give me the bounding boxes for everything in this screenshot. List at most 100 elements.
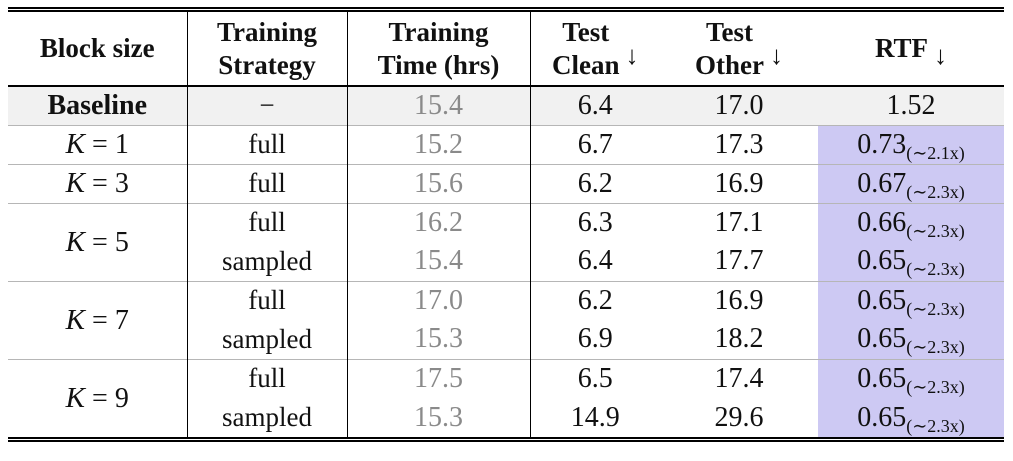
header-text: Training Strategy (217, 16, 317, 82)
table-row: sampled 15.3 6.9 18.2 0.65(∼2.3x) (8, 320, 1004, 359)
cell-test-clean: 6.3 (530, 202, 660, 242)
down-arrow-icon: ↓ (934, 40, 948, 70)
math-variable: K (65, 167, 86, 199)
column-header-training-time-hrs-: Training Time (hrs) (347, 12, 531, 87)
math-value: 5 (114, 226, 129, 258)
rtf-speedup-note: (∼2.1x) (906, 142, 965, 163)
math-operator: = (92, 226, 108, 258)
rtf-value: 0.65 (857, 245, 907, 277)
math-operator: = (92, 168, 108, 199)
column-header-rtf: RTF ↓ (818, 12, 1004, 87)
down-arrow-icon: ↓ (769, 40, 783, 70)
cell-test-clean: 6.9 (577, 323, 613, 355)
cell-block-size: K = 5 (8, 202, 188, 281)
cell-test-other: 16.9 (660, 280, 818, 320)
cell-training-strategy: sampled (187, 398, 348, 437)
header-line: Training (216, 16, 318, 47)
cell-test-other: 16.9 (660, 163, 818, 203)
header-text: RTF (875, 32, 928, 65)
header-line: Other (695, 49, 764, 80)
cell-test-clean: 14.9 (570, 401, 620, 433)
header-line: Training (388, 16, 489, 47)
cell-training-strategy: sampled (187, 320, 348, 359)
cell-training-time: 15.2 (347, 124, 531, 164)
cell-training-strategy: − (187, 86, 348, 125)
rtf-value: 0.65 (857, 284, 907, 316)
cell-training-time: 17.5 (347, 358, 531, 398)
cell-rtf: 0.66(∼2.3x) (818, 202, 1004, 242)
rtf-speedup-note: (∼2.3x) (906, 259, 965, 280)
cell-test-other: 17.0 (660, 86, 818, 125)
header-line: Time (hrs) (377, 49, 500, 80)
down-arrow-icon: ↓ (625, 40, 639, 70)
header-cell: Block size (8, 32, 187, 65)
cell-block-size: K = 3 (8, 163, 188, 203)
table-row: sampled 15.3 14.9 29.6 0.65(∼2.3x) (8, 398, 1004, 437)
math-operator: = (92, 382, 108, 414)
rtf-value: 0.65 (857, 401, 907, 433)
header-line: Clean (552, 49, 620, 80)
math-variable: K (65, 381, 86, 414)
header-line: RTF (874, 33, 929, 64)
rtf-speedup-note: (∼2.3x) (906, 337, 965, 358)
header-line: Strategy (218, 49, 316, 80)
header-line: Test (705, 16, 753, 47)
cell-test-other: 17.4 (660, 358, 818, 398)
cell-test-clean: 6.5 (530, 358, 660, 398)
cell-block-size: K = 1 (8, 124, 188, 164)
cell-test-other: 18.2 (714, 323, 764, 355)
rtf-value: 0.66 (857, 206, 907, 238)
cell-rtf: 1.52 (818, 86, 1004, 125)
math-value: 7 (114, 304, 129, 336)
rtf-speedup-note: (∼2.3x) (906, 181, 965, 202)
header-text: Test Clean (552, 16, 620, 82)
math-variable: K (65, 128, 86, 160)
cell-test-clean: 6.4 (530, 86, 660, 125)
column-header-block-size: Block size (8, 12, 188, 87)
cell-rtf: 0.65(∼2.3x) (818, 398, 1004, 437)
header-cell: Test Other ↓ (660, 16, 818, 82)
results-table: Block size Training Strategy Training Time (… (8, 7, 1004, 442)
cell-test-clean: 6.4 (577, 245, 613, 277)
table-body: Baseline −15.4 6.4 17.0 1.52 K = 1 full 15.2 6.7 17… (8, 86, 1004, 437)
rtf-value: 0.65 (857, 323, 907, 355)
rtf-speedup-note: (∼2.3x) (906, 298, 965, 319)
table-row: K = 5 full 16.2 6.3 17.1 0.66(∼2.3x) (8, 202, 1004, 281)
column-header-test-other: Test Other ↓ (660, 12, 818, 87)
cell-training-time: 15.6 (347, 163, 531, 203)
cell-training-time: 15.4 (347, 86, 531, 125)
cell-test-other: 17.7 (714, 245, 764, 277)
cell-training-time: 15.3 (347, 398, 531, 437)
math-operator: = (92, 304, 108, 336)
cell-test-clean: 6.7 (530, 124, 660, 164)
table-row: sampled 15.4 6.4 17.7 0.65(∼2.3x) (8, 242, 1004, 281)
rtf-speedup-note: (∼2.3x) (906, 376, 965, 397)
table-row: Baseline −15.4 6.4 17.0 1.52 (8, 86, 1004, 125)
rtf-speedup-note: (∼2.3x) (906, 415, 965, 436)
cell-training-strategy: full (187, 163, 348, 203)
cell-rtf: 0.65(∼2.3x) (818, 280, 1004, 320)
header-cell: Test Clean ↓ (531, 16, 661, 82)
rtf-speedup-note: (∼2.3x) (906, 220, 965, 241)
header-row: Block size Training Strategy Training Time (… (8, 12, 1004, 87)
table-row: K = 9 full 17.5 6.5 17.4 0.65(∼2.3x) (8, 358, 1004, 437)
rtf-value: 0.73 (857, 128, 907, 160)
cell-training-strategy: sampled (187, 242, 348, 281)
header-text: Training Time (hrs) (378, 16, 500, 82)
header-cell: Training Time (hrs) (348, 16, 530, 82)
cell-block-size: K = 7 (8, 280, 188, 359)
cell-rtf: 0.73(∼2.1x) (818, 124, 1004, 164)
header-cell: RTF ↓ (818, 26, 1004, 71)
math-value: 3 (114, 168, 129, 199)
rtf-value: 0.65 (857, 362, 907, 394)
cell-training-time: 15.3 (347, 320, 531, 359)
bottom-double-rule (8, 437, 1004, 442)
cell-block-size: Baseline (8, 86, 188, 125)
cell-test-other: 29.6 (714, 401, 764, 433)
cell-test-other: 17.1 (660, 202, 818, 242)
cell-rtf: 0.65(∼2.3x) (818, 320, 1004, 359)
header-cell: Training Strategy (188, 16, 347, 82)
results-table-grid: Block size Training Strategy Training Time (… (8, 12, 1004, 437)
cell-test-clean: 6.2 (530, 163, 660, 203)
math-value: 1 (114, 129, 129, 160)
